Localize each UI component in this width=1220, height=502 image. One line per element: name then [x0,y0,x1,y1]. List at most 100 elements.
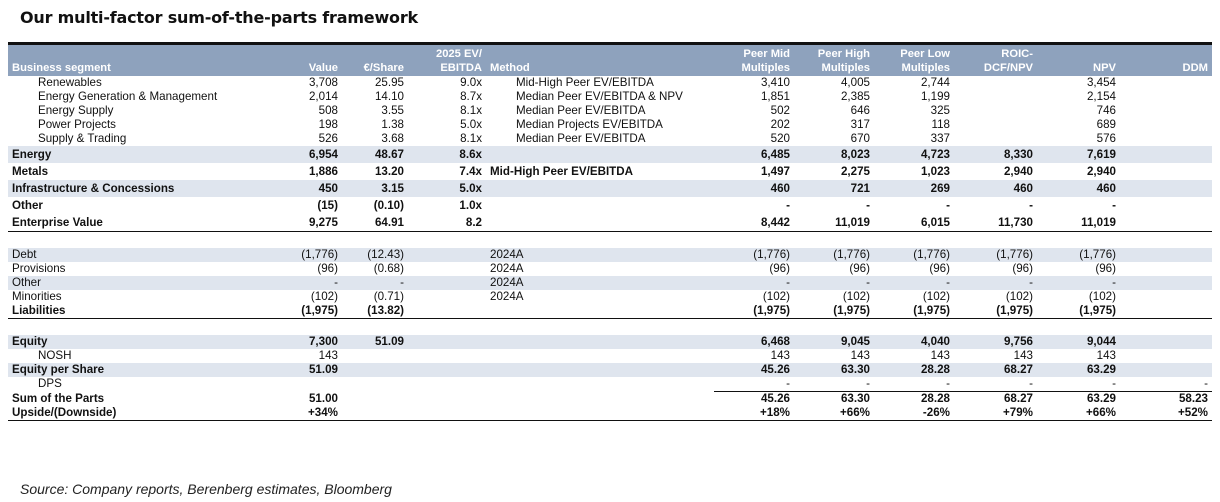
cell-ddm [1120,180,1212,197]
header-value: Value [258,45,342,76]
cell-peer-high: +66% [794,406,874,421]
cell-npv: 9,044 [1037,335,1120,349]
cell-peer-mid: - [714,276,794,290]
source-note: Source: Company reports, Berenberg estim… [20,481,392,497]
cell-roic-dcf: 143 [1013,349,1033,362]
cell-peer-high: - [794,276,874,290]
table-row: Energy Generation & Management 2,014 14.10… [8,90,1212,104]
table-row: Enterprise Value 9,275 64.91 8.2 8,442 11,019… [8,214,1212,232]
cell-value: 1,886 [308,165,338,178]
cell-ev-ebitda [408,392,486,407]
cell-npv: +66% [1037,406,1120,421]
cell-npv: 3,454 [1086,76,1116,89]
table-row: Power Projects 198 1.38 5.0x Median Projects… [8,118,1212,132]
cell-ev-ebitda [408,335,486,349]
table-row: Upside/(Downside) +34% +18% +66% -26% +79% +66… [8,406,1212,421]
cell-method [486,232,714,249]
cell-npv [1037,319,1120,336]
cell-ddm [1120,76,1212,90]
cell-peer-high: (1,975) [794,304,874,319]
cell-segment: Equity [8,335,258,349]
cell-segment: NOSH [38,349,72,362]
cell-segment: Debt [8,248,258,262]
cell-roic-dcf: (1,975) [954,304,1037,319]
cell-segment [8,232,258,249]
table-row: NOSH 143 143 143 143 143 143 [8,349,1212,363]
cell-peer-low: 4,040 [874,335,954,349]
cell-npv: 576 [1096,132,1116,145]
cell-peer-low: (1,975) [874,304,954,319]
cell-ddm: 58.23 [1178,392,1208,405]
cell-peer-high: 63.30 [794,363,874,377]
cell-ddm [1120,248,1212,262]
cell-roic-dcf: 11,730 [954,214,1037,232]
header-line-2: DDM [1182,62,1208,74]
table-row: Minorities (102) (0.71) 2024A (102) (102) (102… [8,290,1212,304]
cell-peer-high: 2,385 [840,90,870,103]
cell-peer-mid: 460 [714,180,794,197]
header-line-1: ROIC- [1001,48,1033,60]
cell-peer-high: (1,776) [794,248,874,262]
cell-per-share [342,363,408,377]
cell-value [258,319,342,336]
cell-peer-high: 317 [850,118,870,131]
cell-method: 2024A [490,262,524,275]
cell-peer-high: - [794,377,874,392]
table-row: Energy 6,954 48.67 8.6x 6,485 8,023 4,723 8,330… [8,146,1212,163]
cell-per-share [342,232,408,249]
cell-peer-high: 721 [794,180,874,197]
cell-roic-dcf: 9,756 [954,335,1037,349]
cell-peer-mid: (1,975) [714,304,794,319]
cell-npv: 460 [1037,180,1120,197]
cell-segment: Power Projects [38,118,116,131]
cell-value [258,232,342,249]
cell-value: 51.09 [258,363,342,377]
cell-peer-low: 2,744 [920,76,950,89]
cell-method [486,319,714,336]
cell-ev-ebitda: 9.0x [460,76,482,89]
cell-peer-mid: +18% [714,406,794,421]
cell-per-share: 51.09 [342,335,408,349]
cell-value: 198 [318,118,338,131]
cell-method [486,214,714,232]
cell-peer-high: - [866,199,870,212]
cell-peer-mid: 45.26 [760,392,790,405]
table-row: Other - -2024A - - - - - [8,276,1212,290]
cell-ddm: - [1120,377,1212,392]
cell-peer-low: - [874,276,954,290]
cell-per-share [342,406,408,421]
cell-segment: Other [8,276,258,290]
cell-ev-ebitda [408,232,486,249]
header-segment: Business segment [8,45,258,76]
cell-npv: 143 [1096,349,1116,362]
header-ddm: DDM [1120,45,1212,76]
header-line-2: Value [308,62,338,74]
cell-peer-low: 325 [930,104,950,117]
cell-peer-low: 1,023 [920,165,950,178]
header-line-1: Peer Low [900,48,950,60]
cell-npv: 63.29 [1086,392,1116,405]
cell-peer-mid: - [786,199,790,212]
cell-peer-mid: 45.26 [714,363,794,377]
cell-peer-low: (102) [922,290,950,303]
cell-peer-mid: 8,442 [714,214,794,232]
header-peer-mid: Peer Mid Multiples [714,45,794,76]
cell-method: Mid-High Peer EV/EBITDA [490,165,634,178]
table-row: DPS - - - - - - [8,377,1212,392]
cell-roic-dcf [954,104,1037,118]
cell-roic-dcf: (96) [1012,262,1033,275]
cell-method [486,335,714,349]
table-title: Our multi-factor sum-of-the-parts framew… [20,8,418,27]
header-line-1: Peer High [817,48,870,60]
cell-ev-ebitda: 8.2 [408,214,486,232]
cell-peer-high: 143 [850,349,870,362]
cell-ddm [1120,104,1212,118]
cell-npv: 7,619 [1037,146,1120,163]
cell-peer-mid [714,232,794,249]
cell-npv: 63.29 [1037,363,1120,377]
cell-npv: - [1037,276,1120,290]
cell-value: 2,014 [308,90,338,103]
sotp-table: Business segment Value €/Share 2025 EV/EB… [8,45,1212,421]
table-row: Debt (1,776) (12.43) 2024A (1,776) (1,776) (1,… [8,248,1212,262]
cell-segment: Supply & Trading [38,132,127,145]
